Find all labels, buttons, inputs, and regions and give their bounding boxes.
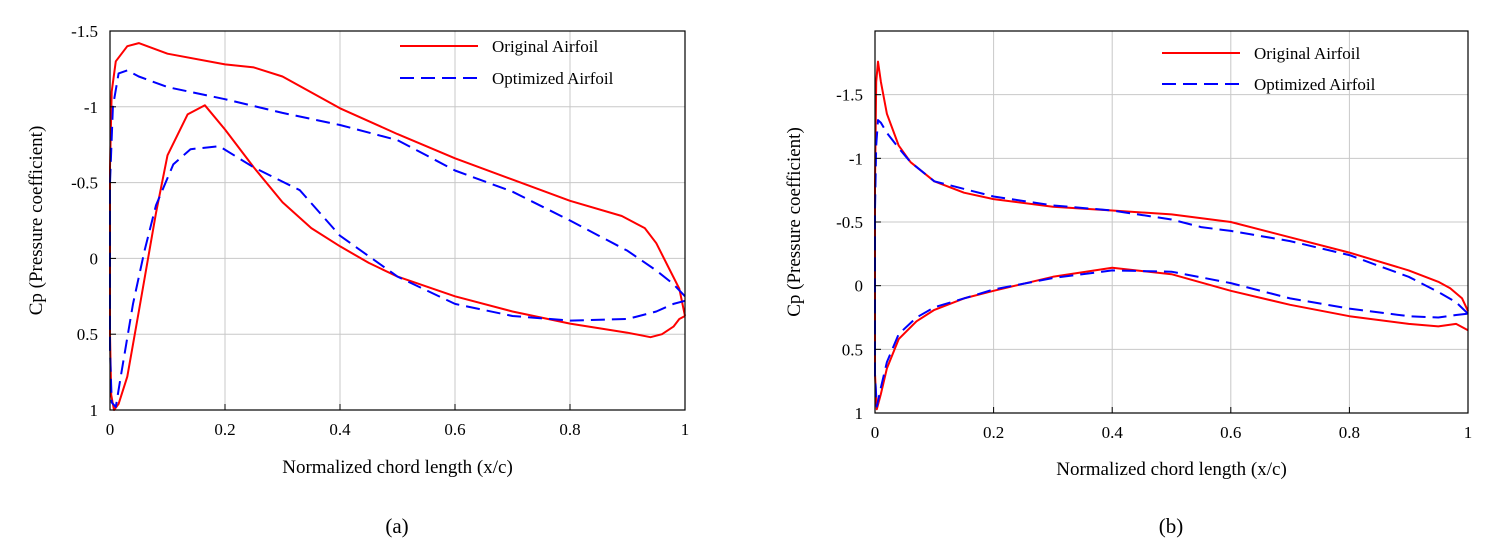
y-tick-label: -1.5	[71, 22, 98, 41]
series-line-original	[109, 42, 686, 411]
y-tick-label: -1	[849, 149, 863, 168]
chart-a: 0 0.2 0.4 0.6 0.8 1 -1.5 -1 -0.5 0 0.5 1 Normalized …	[26, 22, 689, 478]
panel-label-a: (a)	[385, 514, 408, 538]
plot-frame	[109, 30, 686, 411]
x-tick-label: 0	[871, 423, 880, 442]
x-tick-label: 1	[681, 420, 690, 439]
legend-label-optimized: Optimized Airfoil	[1254, 75, 1376, 94]
x-axis-label: Normalized chord length (x/c)	[282, 457, 513, 478]
x-tick-label: 0.6	[1220, 423, 1241, 442]
y-tick-label: 0	[90, 249, 99, 268]
legend-label-original: Original Airfoil	[492, 37, 599, 56]
x-tick-label: 0	[106, 420, 115, 439]
series-line-optimized	[109, 69, 686, 408]
x-axis-label: Normalized chord length (x/c)	[1056, 459, 1287, 480]
y-tick-label: 1	[855, 404, 864, 423]
x-tick-label: 0.6	[444, 420, 465, 439]
panel-label-b: (b)	[1159, 514, 1184, 538]
chart-b: 0 0.2 0.4 0.6 0.8 1 -1.5 -1 -0.5 0 0.5 1 Normalized …	[784, 30, 1473, 480]
legend-label-optimized: Optimized Airfoil	[492, 69, 614, 88]
y-tick-label: -0.5	[71, 174, 98, 193]
x-tick-label: 0.2	[983, 423, 1004, 442]
legend-label-original: Original Airfoil	[1254, 44, 1361, 63]
y-tick-label: -1	[84, 98, 98, 117]
x-tick-label: 0.8	[1339, 423, 1360, 442]
series-line-original	[874, 60, 1469, 411]
y-tick-label: -1.5	[836, 86, 863, 105]
x-tick-label: 0.4	[329, 420, 351, 439]
y-tick-label: 1	[90, 401, 99, 420]
x-tick-label: 0.8	[559, 420, 580, 439]
y-axis-label: Cp (Pressure coefficient)	[26, 126, 47, 316]
x-tick-label: 1	[1464, 423, 1473, 442]
series-line-optimized	[874, 119, 1469, 408]
x-tick-label: 0.4	[1102, 423, 1124, 442]
y-tick-label: -0.5	[836, 213, 863, 232]
y-tick-label: 0.5	[77, 325, 98, 344]
y-tick-label: 0.5	[842, 340, 863, 359]
y-axis-label: Cp (Pressure coefficient)	[784, 127, 805, 317]
y-tick-label: 0	[855, 277, 864, 296]
x-tick-label: 0.2	[214, 420, 235, 439]
